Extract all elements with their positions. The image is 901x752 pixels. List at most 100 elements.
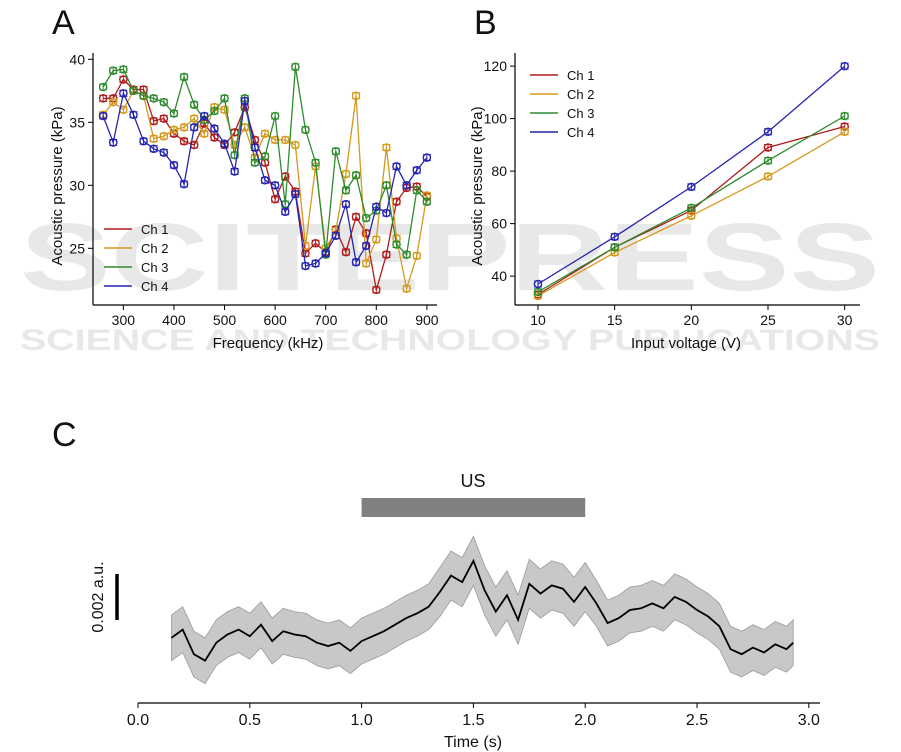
y-tick-label: 25 (69, 240, 85, 256)
panel-b-ylabel: Acoustic pressure (kPa) (469, 106, 486, 265)
data-point (341, 186, 351, 195)
data-point (210, 106, 219, 116)
data-point (179, 123, 189, 132)
x-tick-label: 400 (162, 312, 186, 328)
data-point (533, 279, 543, 289)
data-point (139, 136, 148, 146)
y-tick-label: 40 (69, 51, 85, 67)
x-tick-label: 900 (415, 312, 439, 328)
x-tick-label: 500 (213, 312, 237, 328)
data-point (270, 180, 280, 190)
x-tick-label: 30 (837, 312, 853, 328)
data-point (159, 97, 169, 107)
data-point (189, 114, 199, 123)
panel-b-series (533, 61, 849, 301)
data-point (610, 232, 619, 242)
data-point (291, 189, 300, 199)
x-tick-label: 1.0 (350, 712, 372, 729)
data-point (392, 162, 401, 171)
x-tick-label: 0.0 (127, 712, 149, 729)
scale-bar-label: 0.002 a.u. (90, 561, 107, 632)
data-point (840, 61, 849, 71)
x-tick-label: 20 (684, 312, 700, 328)
panel-a-letter: A (52, 4, 75, 42)
data-point (250, 158, 260, 167)
x-tick-label: 600 (263, 312, 287, 328)
data-point (240, 96, 250, 106)
data-point (763, 156, 773, 165)
data-point (422, 197, 432, 206)
data-point (220, 105, 229, 114)
data-point (179, 72, 189, 82)
legend-label: Ch 4 (141, 279, 168, 294)
data-point (321, 249, 331, 258)
panel-a-legend: Ch 1 Ch 2 Ch 3 Ch 4 (104, 222, 168, 294)
data-point (119, 89, 128, 98)
data-point (840, 127, 849, 137)
panel-a: A 300 400 500 600 700 800 900 25 30 35 40 Ch 1 Ch 2… (49, 4, 439, 352)
data-point (361, 259, 371, 268)
data-point (763, 172, 773, 181)
data-point (402, 284, 411, 293)
scale-bar: 0.002 a.u. (90, 561, 119, 633)
data-point (382, 208, 391, 218)
data-point (341, 199, 351, 209)
data-point (108, 97, 118, 107)
x-tick-label: 2.5 (686, 712, 708, 729)
x-tick-label: 800 (365, 312, 389, 328)
data-point (382, 250, 391, 259)
stimulus-marker: US (361, 471, 586, 517)
data-point (139, 91, 148, 101)
data-point (149, 94, 159, 103)
data-point (159, 114, 169, 123)
data-point (331, 146, 341, 156)
data-point (371, 235, 381, 244)
legend-label: Ch 1 (567, 68, 594, 83)
data-point (412, 165, 422, 175)
data-point (280, 207, 290, 217)
data-point (149, 144, 159, 154)
data-point (98, 94, 108, 103)
watermark-line2: SCIENCE AND TECHNOLOGY PUBLICATIONS (20, 324, 880, 357)
data-point (220, 139, 229, 149)
data-point (371, 285, 381, 295)
panel-c-plot (170, 535, 794, 685)
panel-a-ylabel: Acoustic pressure (kPa) (49, 106, 66, 265)
stimulus-label: US (460, 471, 485, 491)
data-point (210, 133, 219, 142)
data-point (311, 259, 320, 268)
data-point (250, 143, 260, 152)
data-point (220, 94, 229, 103)
panel-c-axes: 0.0 0.5 1.0 1.5 2.0 2.5 3.0 (127, 702, 820, 729)
panel-b-letter: B (474, 4, 497, 42)
panel-a-series (98, 62, 432, 295)
data-point (422, 153, 432, 162)
x-tick-label: 2.0 (574, 712, 596, 729)
sd-band (171, 535, 794, 685)
panel-b-xlabel: Input voltage (V) (631, 335, 741, 352)
x-tick-label: 10 (530, 312, 546, 328)
x-tick-label: 3.0 (798, 712, 820, 729)
data-point (291, 62, 300, 72)
panel-a-xlabel: Frequency (kHz) (213, 335, 324, 352)
data-point (129, 86, 138, 96)
data-point (260, 152, 270, 161)
data-point (119, 65, 128, 74)
data-point (169, 125, 179, 135)
data-point (260, 175, 270, 185)
data-point (687, 203, 696, 213)
data-point (840, 111, 849, 121)
data-point (108, 66, 118, 75)
data-point (108, 138, 118, 147)
y-tick-label: 40 (491, 268, 507, 284)
data-point (260, 129, 270, 138)
data-point (210, 124, 219, 133)
data-point (179, 136, 189, 146)
data-point (270, 194, 280, 204)
x-tick-label: 25 (760, 312, 776, 328)
data-point (351, 91, 361, 101)
data-point (341, 247, 351, 257)
data-point (371, 202, 381, 212)
data-point (189, 123, 199, 132)
